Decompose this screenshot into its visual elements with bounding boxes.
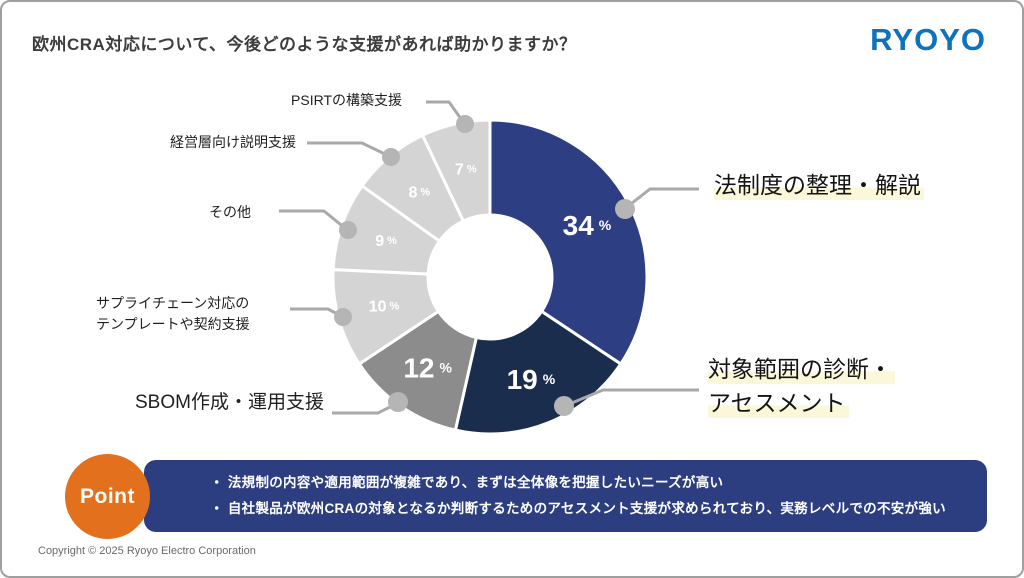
- donut-slices: [331, 118, 649, 436]
- percentage-labels: 34 % 19 % 12 % 10 % 9 % 8 % 7%: [369, 161, 612, 394]
- slice-callout-sonota: その他: [209, 204, 251, 220]
- pct-label-4: 9%: [375, 233, 397, 250]
- leader-dot-sbom: [388, 392, 408, 412]
- point-bullet-1: 法規制の内容や適用範囲が複雑であり、まずは全体像を把握したいニーズが高い: [210, 471, 987, 495]
- page-title: 欧州CRA対応について、今後どのような支援があれば助かりますか？: [32, 35, 577, 54]
- slice-callout-supply: サプライチェーン対応の テンプレートや契約支援: [96, 295, 250, 332]
- pct-label-5: 8%: [408, 184, 430, 201]
- leader-line-houseido: [626, 187, 699, 209]
- pct-label-0: 34%: [563, 210, 612, 241]
- slice-callout-sbom: SBOM作成・運用支援: [135, 392, 324, 413]
- leader-line-psirt: [426, 100, 466, 124]
- pie-slice-6: [420, 118, 492, 224]
- slice-callout-keiei: 経営層向け説明支援: [170, 134, 296, 150]
- leader-dot-supply: [334, 308, 352, 326]
- highlighted-label-text: 法制度の整理・解説: [714, 172, 924, 200]
- slice-callout-psirt: PSIRTの構築支援: [291, 92, 402, 108]
- leader-line-keiei: [307, 141, 390, 158]
- point-badge-label: Point: [80, 484, 135, 508]
- leader-dot-psirt: [456, 115, 474, 133]
- pct-label-6: 7%: [455, 161, 477, 178]
- leader-dot-houseido: [615, 199, 635, 219]
- leader-line-sbom: [332, 402, 397, 415]
- highlighted-label-text: 対象範囲の診断・ アセスメント: [708, 356, 895, 418]
- pct-label-3: 10%: [369, 298, 400, 315]
- ryoyo-logo: RYOYO: [870, 22, 986, 57]
- pct-label-1: 19%: [507, 364, 556, 395]
- leader-lines: [279, 100, 699, 416]
- leader-line-supply: [290, 307, 342, 318]
- leader-dot-sonota: [339, 221, 357, 239]
- leader-dot-taishou: [554, 396, 574, 416]
- point-bullet-2: 自社製品が欧州CRAの対象となるか判断するためのアセスメント支援が求められており…: [210, 497, 987, 521]
- leader-dot-keiei: [382, 148, 400, 166]
- copyright-text: Copyright © 2025 Ryoyo Electro Corporati…: [38, 545, 256, 557]
- point-banner: 法規制の内容や適用範囲が複雑であり、まずは全体像を把握したいニーズが高い 自社製…: [144, 460, 987, 532]
- pie-slice-1: [453, 309, 623, 436]
- pie-slice-0: [488, 118, 649, 367]
- leader-line-sonota: [279, 209, 347, 231]
- pct-label-2: 12%: [403, 352, 452, 383]
- slice-callout-taishou: 対象範囲の診断・ アセスメント: [708, 352, 895, 420]
- leader-line-taishou: [566, 388, 699, 407]
- slice-callout-houseido: 法制度の整理・解説: [714, 168, 924, 202]
- point-badge: Point: [65, 454, 150, 539]
